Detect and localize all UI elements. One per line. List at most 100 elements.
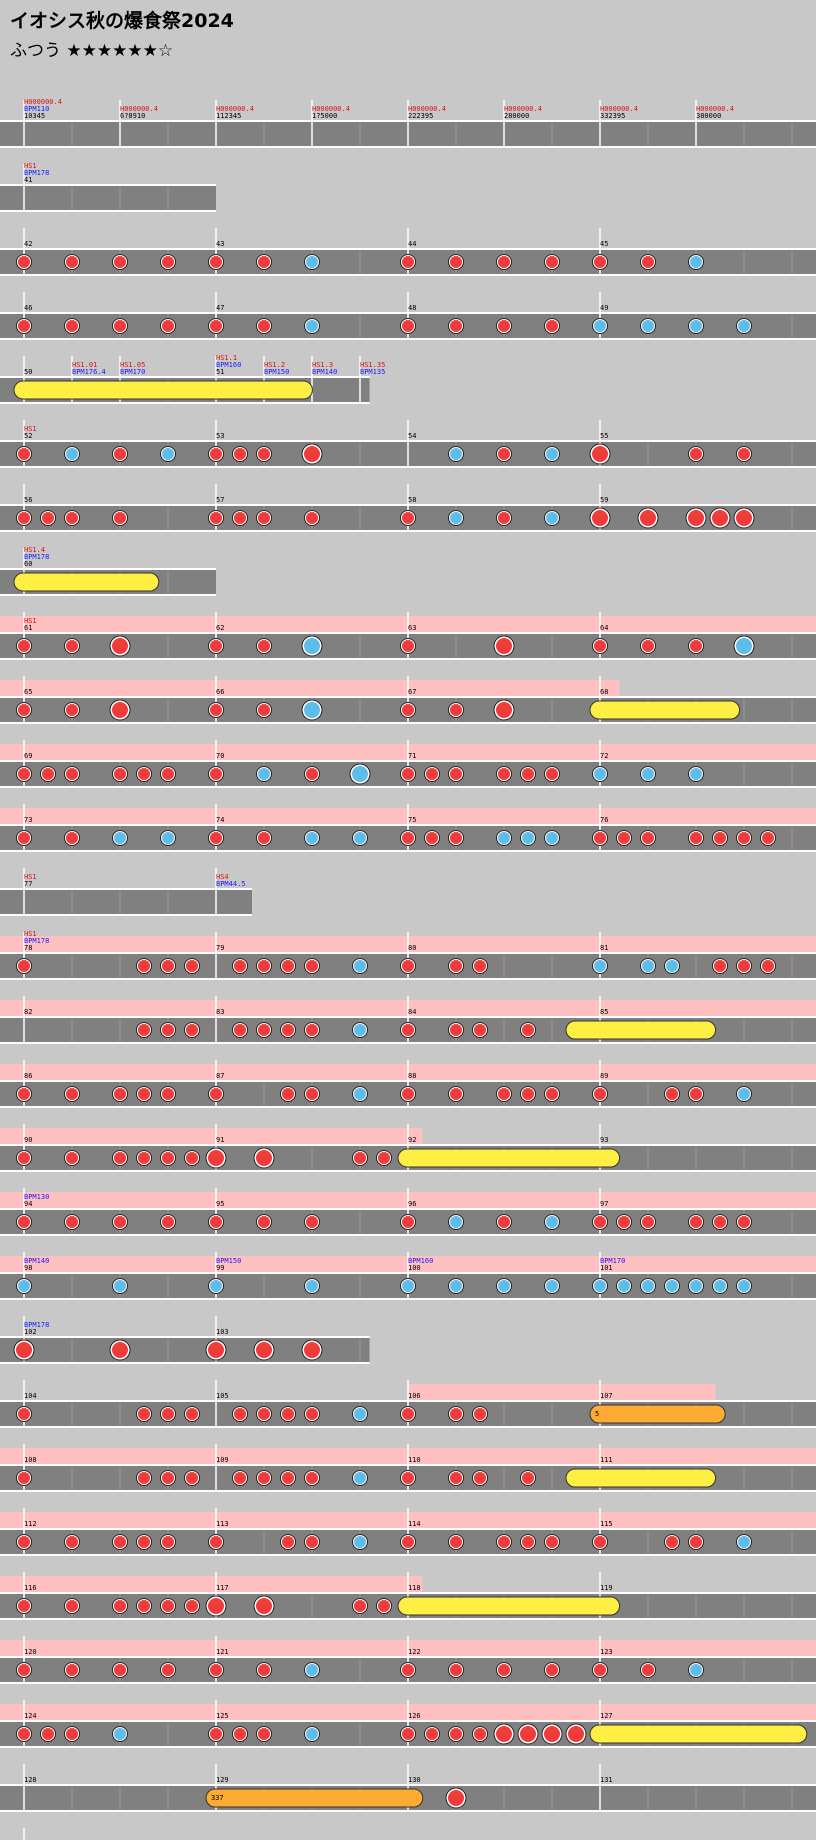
measure-number: 82 [24,1008,32,1016]
ka-note [352,766,368,782]
ka-note [304,638,320,654]
don-note [450,1664,462,1676]
don-note [234,1408,246,1420]
don-note [594,1216,606,1228]
scroll-label: H000000.4 [408,105,446,113]
don-note [736,510,752,526]
don-note [18,320,30,332]
don-note [402,1216,414,1228]
measure-number: 112345 [216,112,241,120]
scroll-label: H000000.4 [696,105,734,113]
gogo-band [0,680,620,698]
don-note [378,1600,390,1612]
ka-note [546,512,558,524]
measure-number: 58 [408,496,416,504]
ka-note [690,768,702,780]
ka-note [162,832,174,844]
bpm-label: BPM160 [216,361,241,369]
bpm-label: BPM178 [24,1321,49,1329]
don-note [522,1024,534,1036]
measure-number: 53 [216,432,224,440]
don-note [114,512,126,524]
don-note [282,1408,294,1420]
don-note [498,512,510,524]
chart-row: 73 74 75 76 [0,804,816,852]
don-note [162,1664,174,1676]
don-note [592,510,608,526]
ka-note [114,1728,126,1740]
measure-number: 42 [24,240,32,248]
don-note [18,832,30,844]
don-note [520,1726,536,1742]
ka-note [354,1536,366,1548]
measure-number: 116 [24,1584,37,1592]
don-note [114,1088,126,1100]
measure-number: 126 [408,1712,421,1720]
don-note [498,1664,510,1676]
measure-number: 64 [600,624,608,632]
measure-number: 49 [600,304,608,312]
don-note [474,1728,486,1740]
measure-number: 78 [24,944,32,952]
don-note [592,446,608,462]
drumroll-note [13,572,160,592]
scroll-label: HS1.4 [24,546,45,554]
ka-note [738,1280,750,1292]
don-note [114,448,126,460]
don-note [402,768,414,780]
measure-number: 332395 [600,112,625,120]
ka-note [642,1280,654,1292]
scroll-label: HS1 [24,617,37,625]
ka-note [306,1664,318,1676]
don-note [258,1408,270,1420]
measure-number: 51 [216,368,224,376]
chart-row: 86 87 88 89 [0,1060,816,1108]
don-note [712,510,728,526]
don-note [402,640,414,652]
measure-number: 123 [600,1648,613,1656]
ka-note [738,1536,750,1548]
don-note [258,1024,270,1036]
measure-number: 57 [216,496,224,504]
chart-row: 128 129 130 131 337 [0,1764,816,1812]
measure-number: 65 [24,688,32,696]
don-note [714,960,726,972]
don-note [498,768,510,780]
measure-number: 71 [408,752,416,760]
measure-number: 121 [216,1648,229,1656]
bpm-label: BPM160 [408,1257,433,1265]
scroll-label: HS1.35 [360,361,385,369]
don-note [690,640,702,652]
ka-note [690,320,702,332]
balloon-note [589,1404,726,1424]
don-note [450,704,462,716]
ka-note [354,960,366,972]
don-note [186,1472,198,1484]
gogo-band [0,1128,423,1146]
don-note [306,512,318,524]
scroll-label: HS1 [24,162,37,170]
don-note [234,960,246,972]
measure-number: 120 [24,1648,37,1656]
don-note [402,1664,414,1676]
ka-note [450,1216,462,1228]
don-note [258,512,270,524]
don-note [162,1024,174,1036]
chart-row: 132 [23,1828,25,1840]
ka-note [690,256,702,268]
bpm-label: BPM178 [24,937,49,945]
measure-number: 44 [408,240,416,248]
don-note [66,704,78,716]
don-note [546,1664,558,1676]
don-note [544,1726,560,1742]
measure-number: 95 [216,1200,224,1208]
don-note [210,704,222,716]
lane [0,890,252,914]
don-note [402,832,414,844]
measure-number: 62 [216,624,224,632]
measure-number: 89 [600,1072,608,1080]
measure-number: 46 [24,304,32,312]
don-note [234,1472,246,1484]
don-note [738,960,750,972]
